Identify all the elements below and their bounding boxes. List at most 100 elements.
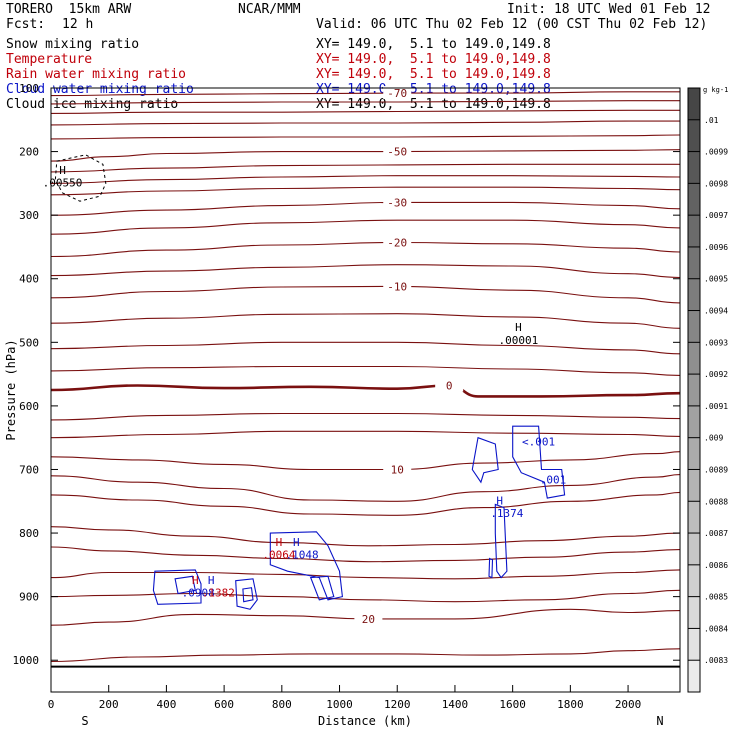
annotation-label: .00001	[499, 334, 539, 347]
colorbar-swatch	[688, 88, 700, 121]
colorbar-unit: g kg-1	[703, 86, 728, 94]
legend-name: Cloud ice mixing ratio	[6, 97, 179, 112]
isotherm-line	[50, 264, 681, 279]
isotherm-line	[50, 384, 681, 398]
isotherm-label: -50	[387, 146, 407, 159]
isotherm-label-bg	[383, 279, 412, 293]
isotherm-label-bg	[383, 144, 412, 158]
annotation-label: <.001	[522, 435, 555, 448]
isotherm-line	[50, 569, 681, 580]
y-tick-label: 300	[19, 209, 39, 222]
legend-name: Rain water mixing ratio	[6, 67, 187, 82]
x-tick-label: 200	[99, 698, 119, 711]
colorbar-label: .009	[704, 434, 723, 443]
colorbar-label: .0087	[704, 529, 728, 538]
cloud-water-contour	[309, 575, 335, 601]
isotherm-line	[50, 120, 681, 126]
isotherm-label-bg	[383, 235, 412, 249]
isotherm-label: -20	[387, 236, 407, 249]
colorbar-swatch	[688, 596, 700, 629]
annotation-label: H	[192, 574, 199, 587]
isotherm-line	[50, 241, 681, 258]
x-tick-label: 1400	[442, 698, 469, 711]
y-tick-label: 100	[19, 82, 39, 95]
colorbar-swatch	[688, 246, 700, 280]
fcst-label: Fcst:	[6, 17, 46, 32]
annotation-label: H	[208, 574, 215, 587]
isotherm-line	[50, 91, 680, 97]
isotherm-line	[50, 648, 681, 663]
isotherm-line	[50, 313, 681, 329]
legend-name: Temperature	[6, 52, 93, 67]
x-tick-label: 1800	[557, 698, 584, 711]
annotation-label: .0064	[262, 548, 295, 561]
colorbar-label: .0094	[704, 307, 728, 316]
colorbar-swatch	[688, 628, 700, 661]
isotherm-line	[50, 474, 681, 502]
colorbar-swatch	[688, 533, 700, 566]
cloud-water-contour	[488, 557, 494, 579]
cloud-water-contour	[152, 569, 202, 605]
isotherm-line	[50, 589, 681, 603]
isotherm-line	[50, 149, 681, 162]
cloud-water-contour	[235, 578, 258, 610]
plot-frame	[50, 87, 681, 693]
isotherm-line	[50, 546, 681, 563]
legend-xy: XY= 149.0, 5.1 to 149.0,149.8	[316, 67, 551, 82]
cloud-water-contour	[269, 531, 344, 601]
x-tick-label: 600	[214, 698, 234, 711]
legend-xy: XY= 149.0, 5.1 to 149.0,149.8	[316, 52, 551, 67]
x-tick-label: 800	[272, 698, 292, 711]
isotherm-line	[50, 201, 681, 216]
colorbar-label: .0095	[704, 275, 728, 284]
colorbar-swatch	[688, 310, 700, 343]
y-tick-label: 800	[19, 527, 39, 540]
x-tick-label: 2000	[615, 698, 642, 711]
y-tick-label: 200	[19, 146, 39, 159]
y-tick-label: 700	[19, 463, 39, 476]
cloud-water-contour	[242, 587, 254, 603]
y-tick-label: 1000	[13, 654, 40, 667]
isotherm-label: -10	[387, 280, 407, 293]
isotherm-line	[50, 365, 681, 376]
isotherm-line	[50, 430, 681, 439]
isotherm-label-bg	[354, 611, 383, 625]
isotherm-label-bg	[383, 462, 412, 476]
x-tick-label: 1200	[384, 698, 411, 711]
legend-name: Snow mixing ratio	[6, 37, 140, 52]
colorbar-label: .0083	[704, 656, 728, 665]
colorbar-swatch	[688, 151, 700, 184]
isotherm-line	[50, 412, 681, 421]
x-tick-label: 400	[156, 698, 176, 711]
colorbar-label: .0092	[704, 370, 728, 379]
annotation-label: H	[293, 536, 300, 549]
colorbar-swatch	[688, 437, 700, 470]
colorbar-label: .0088	[704, 497, 728, 506]
colorbar-label: .0085	[704, 593, 728, 602]
colorbar-label: .0086	[704, 561, 728, 570]
x-tick-label: 1600	[499, 698, 526, 711]
annotation-label: .001	[540, 473, 567, 486]
colorbar-label: .0097	[704, 211, 728, 220]
cloud-water-contour	[471, 436, 499, 484]
y-tick-label: 900	[19, 591, 39, 604]
isotherm-line	[50, 451, 681, 471]
y-axis-label: Pressure (hPa)	[4, 339, 18, 440]
cloud-water-contour	[494, 503, 508, 579]
isotherm-line	[50, 134, 681, 140]
colorbar-frame	[687, 87, 701, 693]
colorbar-swatch	[688, 215, 700, 248]
x-tick-label: 0	[48, 698, 55, 711]
x-end-label-left: S	[81, 714, 88, 728]
colorbar-label: .0084	[704, 624, 728, 633]
colorbar-swatch	[688, 119, 700, 153]
legend-xy: XY= 149.0, 5.1 to 149.0,149.8	[316, 97, 551, 112]
annotation-label: H	[276, 536, 283, 549]
colorbar-swatch	[688, 278, 700, 312]
colorbar-swatch	[688, 469, 700, 502]
cloud-water-contour	[512, 425, 566, 499]
isotherm-label: 0	[446, 380, 453, 393]
colorbar-label: .01	[704, 116, 719, 125]
isotherm-label-bg	[383, 195, 412, 209]
